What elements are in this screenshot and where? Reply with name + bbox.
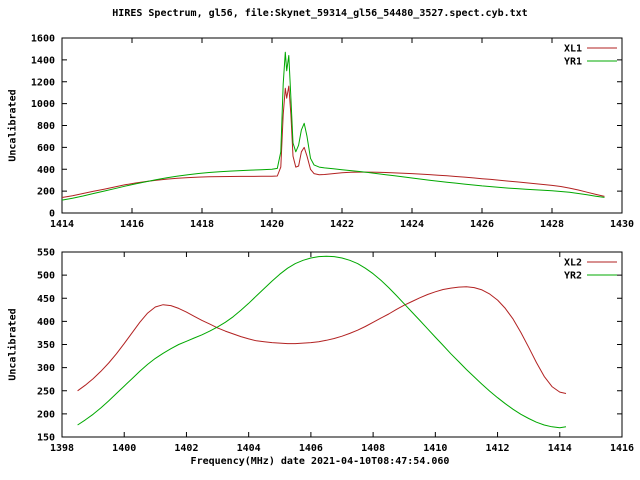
top-y-axis-label: Uncalibrated bbox=[7, 89, 19, 162]
legend-label-YR2: YR2 bbox=[564, 271, 582, 282]
y-tick-label: 350 bbox=[37, 340, 55, 351]
y-tick-label: 450 bbox=[37, 294, 55, 305]
x-tick-label: 1410 bbox=[423, 443, 447, 454]
y-tick-label: 800 bbox=[37, 121, 55, 132]
series-line-XL2 bbox=[77, 286, 567, 394]
y-tick-label: 400 bbox=[37, 317, 55, 328]
y-tick-label: 200 bbox=[37, 187, 55, 198]
y-tick-label: 500 bbox=[37, 271, 55, 282]
legend-label-XL1: XL1 bbox=[564, 44, 582, 55]
x-tick-label: 1400 bbox=[112, 443, 136, 454]
x-axis-label: Frequency(MHz) date 2021-04-10T08:47:54.… bbox=[190, 456, 450, 467]
x-tick-label: 1420 bbox=[260, 219, 284, 230]
y-tick-label: 400 bbox=[37, 165, 55, 176]
x-tick-label: 1412 bbox=[486, 443, 510, 454]
x-tick-label: 1426 bbox=[470, 219, 494, 230]
x-tick-label: 1414 bbox=[548, 443, 572, 454]
y-tick-label: 1200 bbox=[31, 77, 55, 88]
y-tick-label: 300 bbox=[37, 363, 55, 374]
series-line-XL1 bbox=[61, 85, 605, 198]
y-tick-label: 1000 bbox=[31, 99, 55, 110]
x-tick-label: 1416 bbox=[120, 219, 144, 230]
x-tick-label: 1414 bbox=[50, 219, 74, 230]
y-tick-label: 150 bbox=[37, 433, 55, 444]
plot-border bbox=[61, 37, 623, 214]
bottom-y-axis-label: Uncalibrated bbox=[7, 308, 19, 381]
x-tick-label: 1404 bbox=[237, 443, 261, 454]
x-tick-label: 1416 bbox=[610, 443, 634, 454]
plot-border bbox=[61, 251, 623, 438]
x-tick-label: 1424 bbox=[400, 219, 424, 230]
x-tick-label: 1398 bbox=[50, 443, 74, 454]
y-tick-label: 600 bbox=[37, 143, 55, 154]
chart-panel-1: 1398 1400 1402 1404 1406 1408 1410 1412 1414 1416… bbox=[37, 248, 634, 455]
y-tick-label: 550 bbox=[37, 248, 55, 259]
series-line-YR2 bbox=[77, 255, 567, 429]
legend-label-YR1: YR1 bbox=[564, 57, 582, 68]
x-tick-label: 1430 bbox=[610, 219, 634, 230]
x-tick-label: 1418 bbox=[190, 219, 214, 230]
y-tick-label: 1400 bbox=[31, 55, 55, 66]
series-line-YR1 bbox=[61, 51, 605, 201]
x-tick-label: 1402 bbox=[174, 443, 198, 454]
chart-panel-0: 1414 1416 1418 1420 1422 1424 1426 1428 1430 0 200… bbox=[31, 34, 634, 231]
legend-label-XL2: XL2 bbox=[564, 258, 582, 269]
x-tick-label: 1406 bbox=[299, 443, 323, 454]
x-tick-label: 1422 bbox=[330, 219, 354, 230]
y-tick-label: 1600 bbox=[31, 34, 55, 45]
y-tick-label: 250 bbox=[37, 386, 55, 397]
y-tick-label: 200 bbox=[37, 409, 55, 420]
x-tick-label: 1408 bbox=[361, 443, 385, 454]
x-tick-label: 1428 bbox=[540, 219, 564, 230]
chart-title: HIRES Spectrum, gl56, file:Skynet_59314_… bbox=[112, 8, 528, 19]
y-tick-label: 0 bbox=[49, 209, 55, 220]
